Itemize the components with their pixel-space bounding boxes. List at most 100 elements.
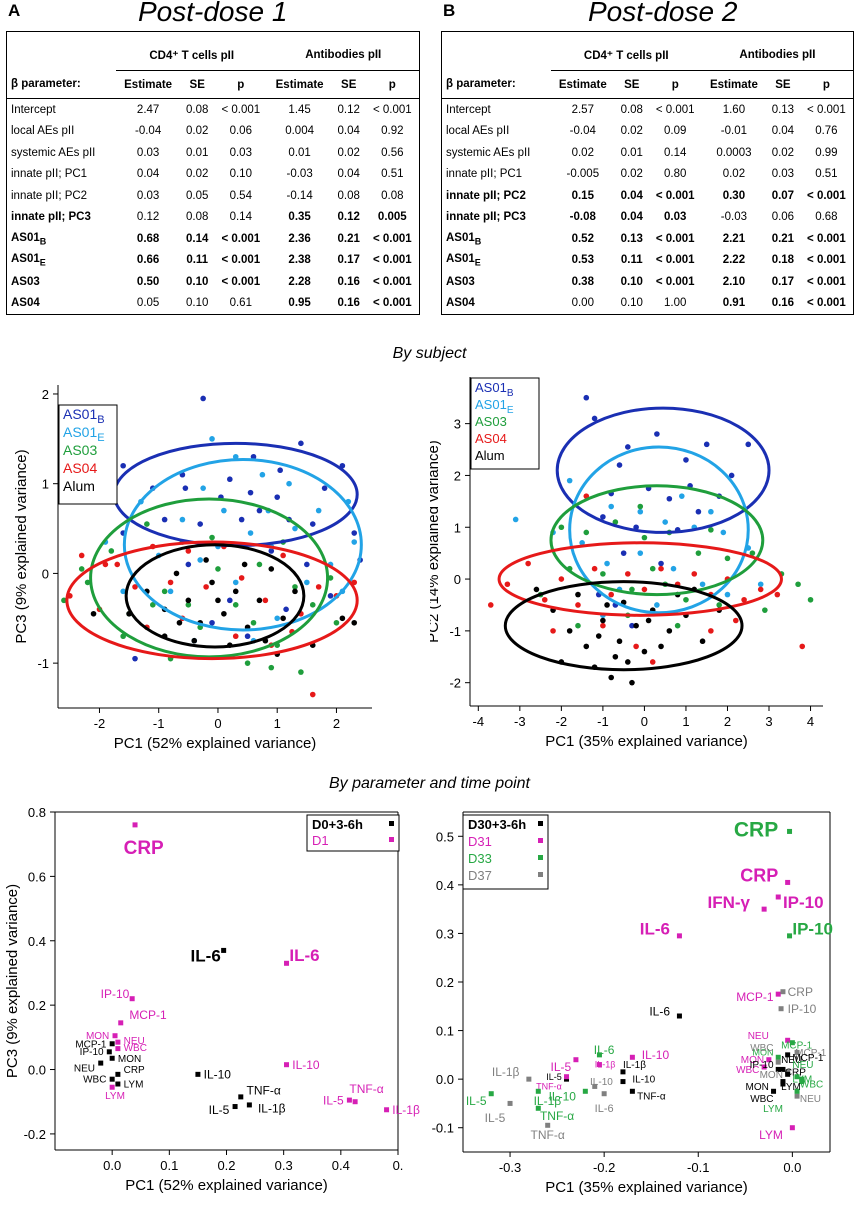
table-row: systemic AEs pII 0.02 0.01 0.14 0.0003 0.02 0.… bbox=[442, 142, 853, 164]
data-point-as01b bbox=[304, 561, 310, 568]
table-cell: < 0.001 bbox=[655, 275, 695, 288]
marker-mcp-1 bbox=[775, 991, 781, 997]
table-cell: 2.36 bbox=[288, 232, 311, 245]
marker-tnf-α bbox=[629, 1088, 635, 1094]
table-cell: 0.17 bbox=[337, 254, 360, 267]
data-point-alum bbox=[215, 597, 221, 604]
data-point-as01e bbox=[200, 485, 206, 491]
row-label: AS01B bbox=[446, 231, 482, 246]
data-point-as04 bbox=[550, 628, 556, 634]
marker-il-5 bbox=[346, 1097, 352, 1103]
data-point-as04 bbox=[238, 575, 245, 581]
data-point-alum bbox=[629, 679, 635, 686]
data-point-as03 bbox=[762, 607, 768, 613]
data-point-alum bbox=[191, 637, 198, 644]
data-point-as01b bbox=[321, 485, 328, 491]
point-label: CRP bbox=[734, 818, 778, 841]
table-cell: -0.01 bbox=[720, 125, 748, 138]
point-label: TNF-α bbox=[531, 1128, 565, 1142]
y-tick-label: 0.0 bbox=[436, 1072, 454, 1087]
point-label: MCP-1 bbox=[781, 1041, 813, 1052]
marker-il-1β bbox=[526, 1076, 532, 1082]
table-row: local AEs pII -0.04 0.02 0.06 0.004 0.04 0.92 bbox=[7, 121, 419, 143]
table-cell: < 0.001 bbox=[221, 254, 261, 267]
table-cell: 0.16 bbox=[337, 275, 360, 288]
section-by-parameter: By parameter and time point bbox=[329, 775, 530, 792]
data-point-as01b bbox=[658, 560, 664, 567]
marker-wbc bbox=[775, 1059, 781, 1065]
marker-il-6 bbox=[596, 1052, 602, 1058]
point-label: MCP-1 bbox=[792, 1053, 824, 1064]
data-point-as04 bbox=[591, 565, 598, 572]
marker-mcp-1 bbox=[118, 1020, 124, 1026]
point-label: LYM bbox=[781, 1082, 801, 1093]
marker-il-6 bbox=[601, 1091, 607, 1097]
table-cell: < 0.001 bbox=[655, 103, 695, 116]
data-point-alum bbox=[176, 619, 183, 626]
x-tick-label: 0.3 bbox=[275, 1158, 293, 1173]
table-cell: -0.14 bbox=[286, 189, 313, 202]
chart-subject-post-dose-1: -2 -1 0 1 2 -1 0 1 2 PC1 (52% explained variance)… bbox=[13, 385, 372, 752]
data-point-as03 bbox=[309, 602, 316, 608]
data-point-as03 bbox=[724, 555, 731, 562]
point-label: MON bbox=[118, 1054, 141, 1065]
y-tick-label: 0.8 bbox=[28, 805, 46, 820]
data-point-alum bbox=[658, 643, 664, 650]
y-tick-label: 1 bbox=[42, 477, 49, 492]
point-label: IL-1β bbox=[595, 1060, 616, 1070]
data-point-as03 bbox=[612, 519, 619, 525]
data-point-as04 bbox=[232, 633, 239, 640]
marker-ip-10 bbox=[787, 933, 793, 939]
data-point-as01e bbox=[757, 581, 764, 588]
data-point-as01b bbox=[277, 467, 283, 474]
data-point-as03 bbox=[674, 622, 681, 629]
header-blank bbox=[7, 32, 116, 71]
table-cell: 0.95 bbox=[288, 297, 311, 310]
y-tick-label: -0.2 bbox=[24, 1127, 46, 1142]
table-row: Intercept 2.57 0.08 < 0.001 1.60 0.13 < 0.001 bbox=[442, 99, 853, 121]
marker-lym bbox=[794, 1088, 800, 1094]
x-axis-label: PC1 (52% explained variance) bbox=[125, 1177, 328, 1194]
data-point-as04 bbox=[708, 628, 714, 634]
data-point-as01b bbox=[182, 485, 189, 491]
x-axis-label: PC1 (35% explained variance) bbox=[545, 733, 748, 750]
table-row: innate pII; PC3 0.12 0.08 0.14 0.35 0.12 0.005 bbox=[7, 207, 419, 229]
panel-title-a: Post-dose 1 bbox=[138, 0, 288, 27]
row-label: AS01E bbox=[11, 253, 46, 268]
marker-il-6 bbox=[676, 1013, 682, 1019]
point-label: LYM bbox=[105, 1091, 125, 1102]
y-tick-label: 2 bbox=[42, 387, 49, 402]
marker-ifn-γ bbox=[761, 906, 767, 912]
point-label: IP-10 bbox=[783, 893, 824, 912]
table-cell: 0.03 bbox=[136, 146, 160, 159]
table-cell: 0.03 bbox=[771, 168, 795, 181]
data-point-as03 bbox=[292, 584, 298, 590]
data-point-as03 bbox=[641, 534, 648, 541]
data-point-as01b bbox=[600, 514, 606, 520]
y-tick-label: 0.1 bbox=[436, 1024, 454, 1039]
data-point-as03 bbox=[108, 548, 115, 554]
marker-il-10 bbox=[592, 1083, 598, 1089]
data-point-as04 bbox=[102, 561, 109, 568]
point-label: MON bbox=[86, 1031, 109, 1042]
table-cell: 0.02 bbox=[771, 146, 795, 159]
data-point-as04 bbox=[608, 591, 614, 598]
data-point-as01e bbox=[232, 579, 239, 586]
data-point-as03 bbox=[807, 596, 814, 603]
legend-label: Alum bbox=[63, 478, 95, 494]
data-point-alum bbox=[232, 588, 239, 595]
point-label: TNF-α bbox=[536, 1082, 562, 1092]
data-point-alum bbox=[645, 617, 652, 624]
data-point-as03 bbox=[256, 561, 263, 568]
data-point-as01b bbox=[625, 444, 631, 450]
legend-box bbox=[462, 814, 549, 890]
data-point-alum bbox=[339, 615, 346, 622]
table-cell: 0.16 bbox=[771, 297, 795, 310]
table-cell: 0.51 bbox=[815, 168, 838, 181]
table-cell: 0.15 bbox=[571, 189, 594, 202]
table-cell: 0.02 bbox=[620, 168, 643, 181]
point-label: IL-10 bbox=[632, 1075, 655, 1086]
table-cell: 0.10 bbox=[186, 275, 209, 288]
marker-tnf-α bbox=[352, 1099, 358, 1105]
data-point-as01e bbox=[209, 436, 215, 442]
